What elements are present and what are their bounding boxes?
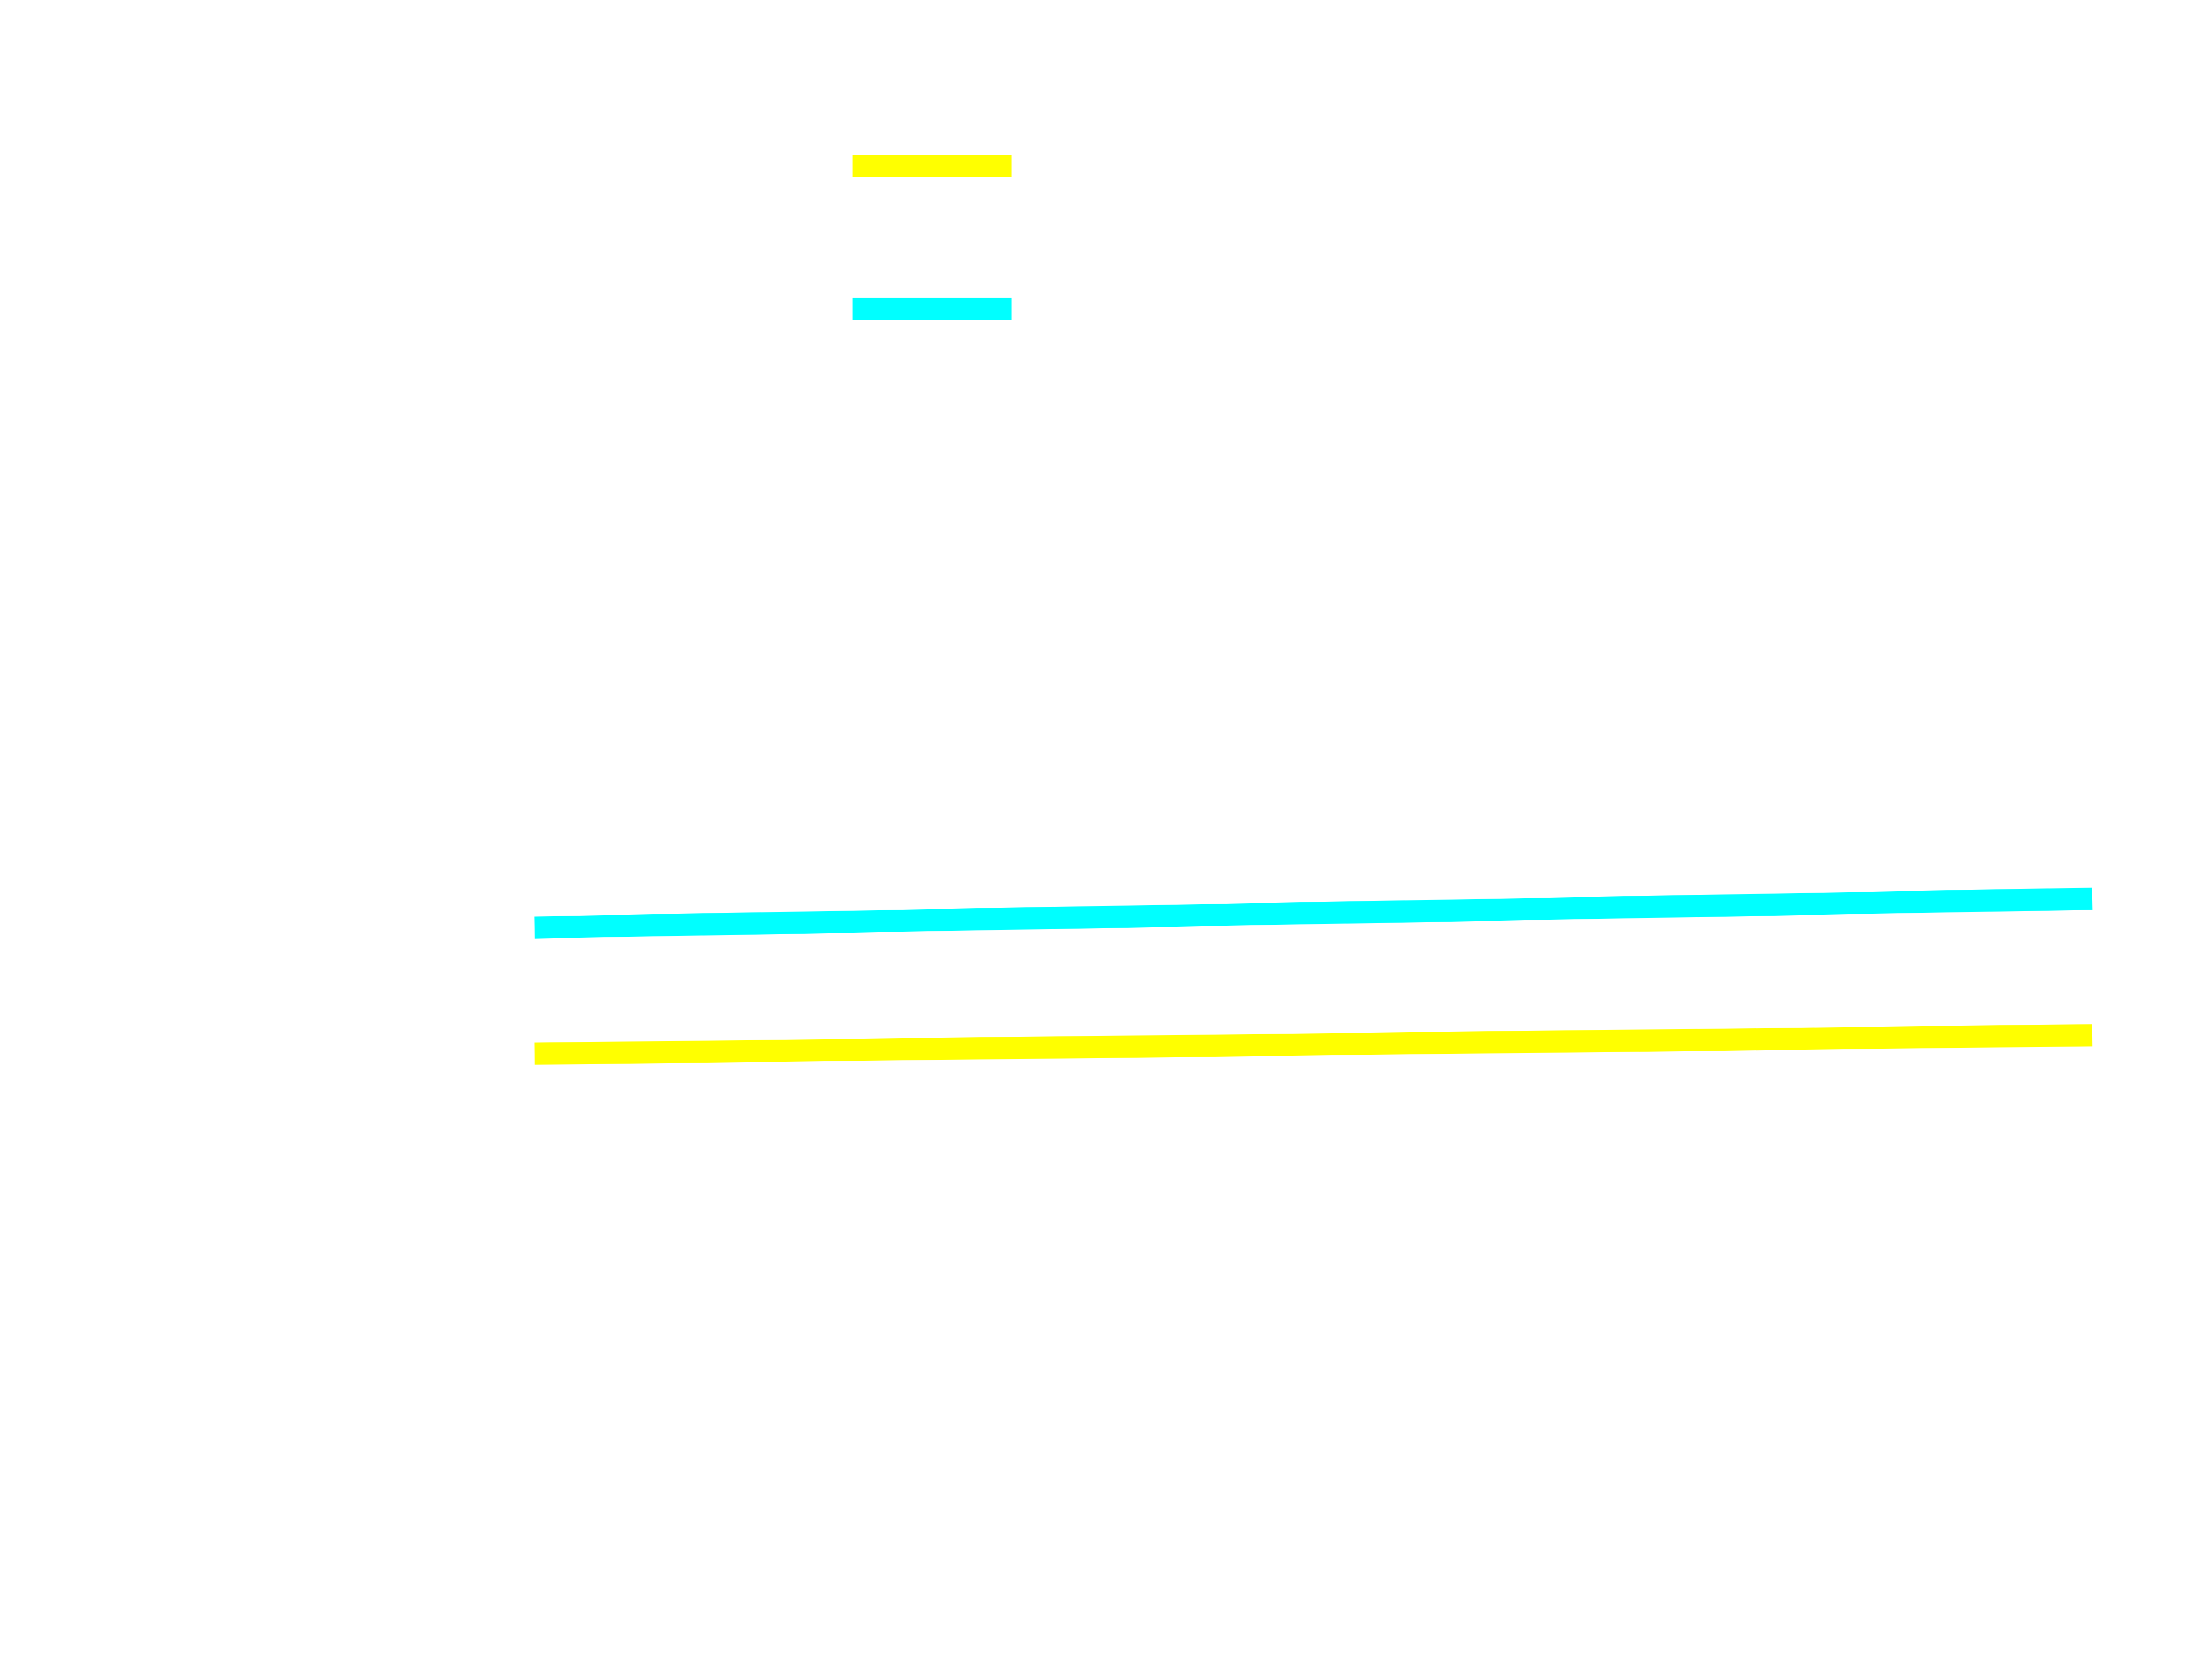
series-line-2 (534, 888, 2093, 939)
series-line-1 (534, 1024, 2093, 1065)
plot-area (534, 888, 2093, 1065)
legend-swatch-2 (853, 298, 1012, 320)
legend-swatch-1 (853, 155, 1012, 177)
legend (853, 155, 1012, 320)
